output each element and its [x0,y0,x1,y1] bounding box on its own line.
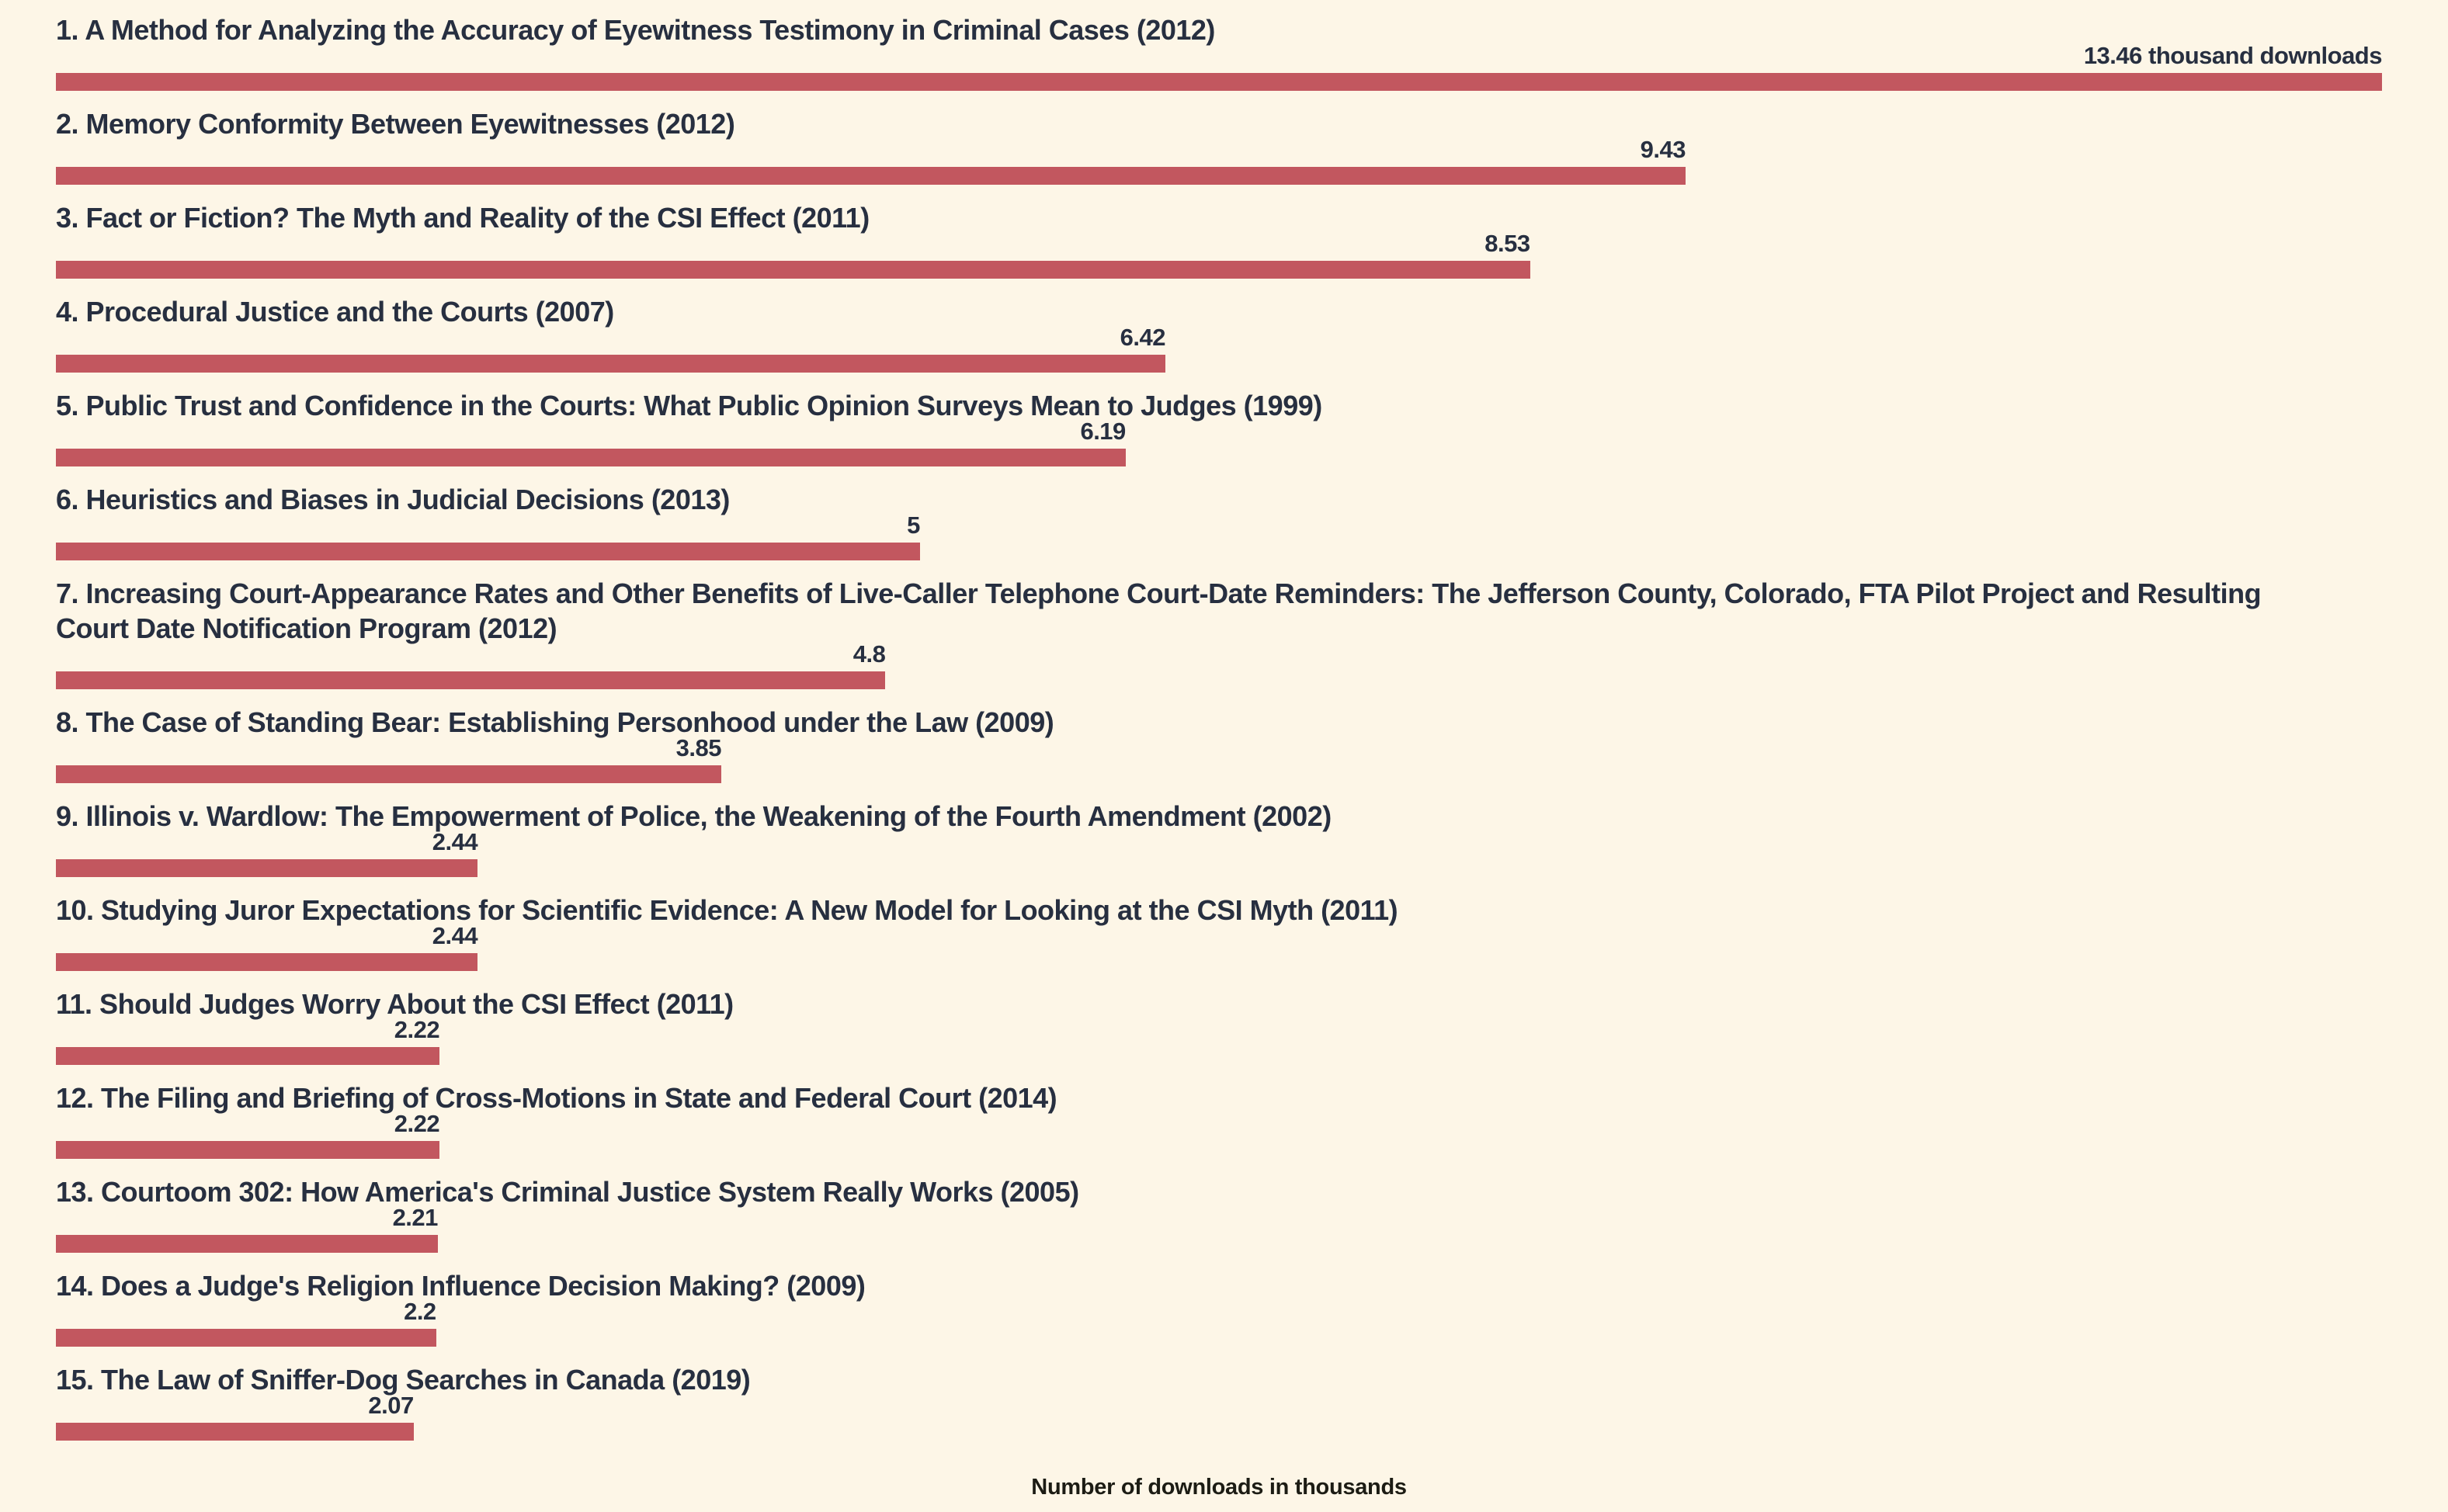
bar-track: 6.19 [56,418,2382,466]
bar-row: 13. Courtoom 302: How America's Criminal… [56,1174,2382,1253]
bar: 2.22 [56,1110,440,1159]
bar-category-label: 8. The Case of Standing Bear: Establishi… [56,706,1054,738]
bar-category-label: 5. Public Trust and Confidence in the Co… [56,390,1322,421]
bar: 2.07 [56,1392,414,1441]
bar-track: 2.44 [56,828,2382,877]
bar: 8.53 [56,230,1530,279]
bar-category-label: 10. Studying Juror Expectations for Scie… [56,894,1398,926]
chart-rows: 1. A Method for Analyzing the Accuracy o… [56,12,2383,1441]
bar-value-label: 9.43 [1640,136,1686,163]
bar-category-label: 1. A Method for Analyzing the Accuracy o… [56,14,1215,46]
bar: 2.44 [56,828,478,877]
bar-category-label: 3. Fact or Fiction? The Myth and Reality… [56,202,870,234]
bar-row: 9. Illinois v. Wardlow: The Empowerment … [56,799,2382,877]
bar: 5 [56,512,920,560]
bar-track: 2.2 [56,1298,2382,1347]
bar-row: 10. Studying Juror Expectations for Scie… [56,893,2382,971]
bar: 6.19 [56,418,1126,466]
bar-value-label: 3.85 [675,734,722,761]
bar-track: 5 [56,512,2382,560]
bar-value-label: 8.53 [1484,230,1530,257]
bar-row: 12. The Filing and Briefing of Cross-Mot… [56,1080,2382,1159]
bar: 2.2 [56,1298,436,1347]
bar-category-label: 6. Heuristics and Biases in Judicial Dec… [56,484,730,515]
bar-category-label: 7. Increasing Court-Appearance Rates and… [56,577,2262,644]
bar-value-label: 6.19 [1080,418,1126,445]
bar: 13.46 thousand downloads [56,42,2383,91]
bar-row: 2. Memory Conformity Between Eyewitnesse… [56,106,2382,185]
bar-value-label: 2.07 [368,1392,414,1419]
bar: 2.44 [56,922,478,971]
bar-track: 2.22 [56,1016,2382,1065]
bar-value-label: 2.44 [432,922,478,949]
bar: 9.43 [56,136,1686,185]
bar-track: 2.21 [56,1204,2382,1253]
bar: 6.42 [56,324,1165,373]
bar: 4.8 [56,640,886,689]
bar: 2.22 [56,1016,440,1065]
bar: 3.85 [56,734,721,783]
bar-row: 6. Heuristics and Biases in Judicial Dec… [56,482,2382,560]
bar-category-label: 14. Does a Judge's Religion Influence De… [56,1270,866,1302]
bar-category-label: 15. The Law of Sniffer-Dog Searches in C… [56,1364,751,1396]
bar-track: 6.42 [56,324,2382,373]
bar-track: 13.46 thousand downloads [56,42,2383,91]
bar-category-label: 2. Memory Conformity Between Eyewitnesse… [56,108,735,140]
bar-track: 4.8 [56,640,2382,689]
bar-row: 1. A Method for Analyzing the Accuracy o… [56,12,2383,91]
bar-category-label: 12. The Filing and Briefing of Cross-Mot… [56,1082,1057,1114]
bar-row: 4. Procedural Justice and the Courts (20… [56,294,2382,373]
bar-track: 2.44 [56,922,2382,971]
bar-category-label: 4. Procedural Justice and the Courts (20… [56,296,614,328]
bar-value-label: 2.22 [394,1016,440,1043]
bar-track: 3.85 [56,734,2382,783]
bar-track: 2.07 [56,1392,2382,1441]
bar-value-label: 4.8 [852,640,886,668]
bar-category-label: 9. Illinois v. Wardlow: The Empowerment … [56,800,1332,832]
bar-value-label: 2.44 [432,828,478,855]
bar-chart: 1. A Method for Analyzing the Accuracy o… [56,0,2383,1500]
bar: 2.21 [56,1204,438,1253]
bar-row: 15. The Law of Sniffer-Dog Searches in C… [56,1362,2382,1441]
bar-row: 7. Increasing Court-Appearance Rates and… [56,576,2382,689]
bar-track: 8.53 [56,230,2382,279]
bar-value-label: 6.42 [1120,324,1166,351]
bar-value-label: 2.21 [392,1204,439,1231]
bar-row: 14. Does a Judge's Religion Influence De… [56,1268,2382,1347]
bar-row: 8. The Case of Standing Bear: Establishi… [56,705,2382,783]
bar-value-label: 13.46 thousand downloads [2083,42,2383,69]
bar-category-label: 11. Should Judges Worry About the CSI Ef… [56,988,734,1020]
bar-value-label: 2.22 [394,1110,440,1137]
bar-track: 9.43 [56,136,2382,185]
bar-category-label: 13. Courtoom 302: How America's Criminal… [56,1176,1079,1208]
bar-row: 5. Public Trust and Confidence in the Co… [56,388,2382,466]
bar-row: 11. Should Judges Worry About the CSI Ef… [56,987,2382,1065]
bar-value-label: 5 [907,512,920,539]
bar-track: 2.22 [56,1110,2382,1159]
bar-row: 3. Fact or Fiction? The Myth and Reality… [56,200,2382,279]
x-axis-caption: Number of downloads in thousands [1031,1475,1407,1500]
bar-value-label: 2.2 [404,1298,436,1325]
